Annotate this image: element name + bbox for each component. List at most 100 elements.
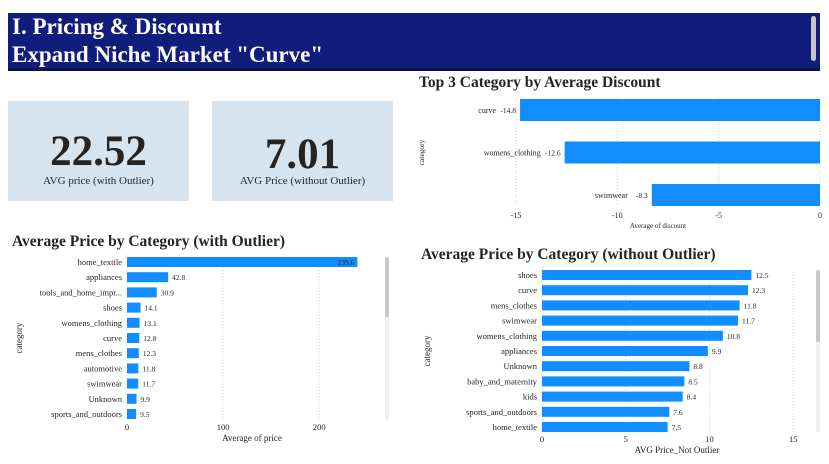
category-label: curve — [103, 333, 122, 343]
category-label: mens_clothes — [491, 300, 537, 310]
category-label: womens_clothing — [477, 331, 538, 341]
data-label: 42.8 — [172, 273, 185, 282]
data-label: 14.1 — [145, 304, 158, 313]
bar — [127, 317, 140, 328]
kpi-label: AVG Price (without Outlier) — [239, 175, 366, 187]
bar — [542, 361, 690, 372]
category-label: home_textile — [78, 257, 123, 267]
x-tick-label: 100 — [217, 422, 230, 432]
data-label: 11.8 — [744, 301, 757, 310]
page-header: I. Pricing & Discount Expand Niche Marke… — [8, 13, 820, 71]
header-scrollbar[interactable] — [811, 16, 816, 61]
category-label: shoes — [103, 303, 122, 313]
category-label: curve — [518, 285, 537, 295]
bar — [127, 272, 169, 283]
data-label: 12.3 — [143, 349, 156, 358]
x-tick-label: 200 — [313, 422, 326, 432]
price-without-outlier-scroll-track — [816, 270, 820, 432]
category-label: womens_clothing — [484, 149, 541, 158]
page-title: I. Pricing & Discount — [12, 14, 222, 39]
data-label: 9.9 — [712, 347, 722, 356]
discount-chart-title: Top 3 Category by Average Discount — [419, 74, 661, 91]
price-with-outlier-scrollbar[interactable] — [385, 257, 389, 317]
bar — [127, 333, 140, 343]
kpi-card-avg-price-without-outlier[interactable]: 7.01 AVG Price (without Outlier) — [212, 101, 393, 201]
data-label: 12.8 — [143, 334, 156, 343]
category-label: swimwear — [87, 379, 122, 389]
category-label: womens_clothing — [62, 318, 123, 328]
x-tick-label: 0 — [540, 434, 544, 444]
category-label: swimwear — [502, 316, 537, 326]
bar — [127, 409, 137, 419]
category-label: mens_clothes — [76, 348, 122, 358]
category-label: automotive — [84, 363, 122, 373]
data-label: 8.5 — [688, 377, 698, 386]
data-label: 12.5 — [755, 271, 768, 280]
data-label: 239.6 — [338, 258, 355, 267]
category-label: tools_and_home_impr... — [40, 287, 122, 297]
x-tick-label: -15 — [511, 211, 522, 220]
bar — [127, 257, 358, 267]
bar — [542, 300, 740, 311]
x-axis-title: AVG Price_Not Outlier — [635, 445, 720, 455]
data-label: -8.3 — [636, 191, 648, 200]
x-tick-label: 0 — [818, 211, 822, 220]
bar — [127, 287, 157, 298]
bar — [127, 378, 139, 389]
y-axis-title: category — [422, 335, 432, 366]
price-with-outlier-scroll-track — [385, 257, 389, 420]
category-label: sports_and_outdoors — [466, 407, 537, 417]
data-label: 11.7 — [742, 317, 755, 326]
data-label: -14.8 — [500, 106, 516, 115]
x-tick-label: 15 — [789, 434, 798, 444]
bar — [542, 346, 708, 356]
bar — [127, 348, 139, 359]
kpi-value: 22.52 — [50, 128, 147, 175]
bar — [542, 391, 683, 402]
data-label: 7.6 — [673, 408, 683, 417]
category-label: curve — [478, 106, 496, 115]
y-axis-title: category — [417, 139, 426, 165]
kpi-label: AVG price (with Outlier) — [43, 175, 154, 187]
x-axis-title: Average of discount — [630, 222, 686, 230]
x-tick-label: 10 — [705, 434, 714, 444]
kpi-value: 7.01 — [264, 131, 341, 178]
data-label: 8.8 — [693, 362, 703, 371]
bar — [542, 376, 685, 387]
page-subtitle: Expand Niche Market "Curve" — [12, 42, 324, 67]
bar — [542, 330, 723, 341]
bar — [542, 270, 752, 280]
category-label: home_textile — [493, 422, 538, 432]
price-without-outlier-scrollbar[interactable] — [816, 270, 820, 342]
price-with-outlier-chart-title: Average Price by Category (with Outlier) — [12, 233, 286, 250]
bar — [542, 315, 738, 326]
x-tick-label: 0 — [125, 422, 129, 432]
bar — [127, 393, 137, 404]
data-label: 10.8 — [727, 332, 740, 341]
price-without-outlier-chart-title: Average Price by Category (without Outli… — [421, 246, 716, 263]
data-label: 11.8 — [142, 364, 155, 373]
category-label: appliances — [501, 346, 537, 356]
bar — [651, 184, 820, 206]
data-label: 9.9 — [141, 395, 151, 404]
bar — [127, 302, 141, 313]
kpi-card-avg-price-with-outlier[interactable]: 22.52 AVG price (with Outlier) — [8, 101, 189, 201]
category-label: Unknown — [503, 361, 537, 371]
y-axis-title: category — [14, 322, 24, 353]
category-label: sports_and_outdoors — [51, 409, 122, 419]
data-label: 30.9 — [161, 288, 174, 297]
category-label: appliances — [86, 272, 122, 282]
data-label: 11.7 — [142, 380, 155, 389]
bar — [542, 285, 749, 296]
x-tick-label: 5 — [624, 434, 628, 444]
x-tick-label: -5 — [715, 211, 722, 220]
data-label: 12.3 — [752, 286, 765, 295]
bar — [520, 99, 820, 121]
category-label: kids — [523, 392, 537, 402]
category-label: baby_and_maternity — [467, 376, 538, 386]
bar — [542, 406, 670, 417]
data-label: 13.1 — [144, 319, 157, 328]
bar — [542, 422, 668, 432]
